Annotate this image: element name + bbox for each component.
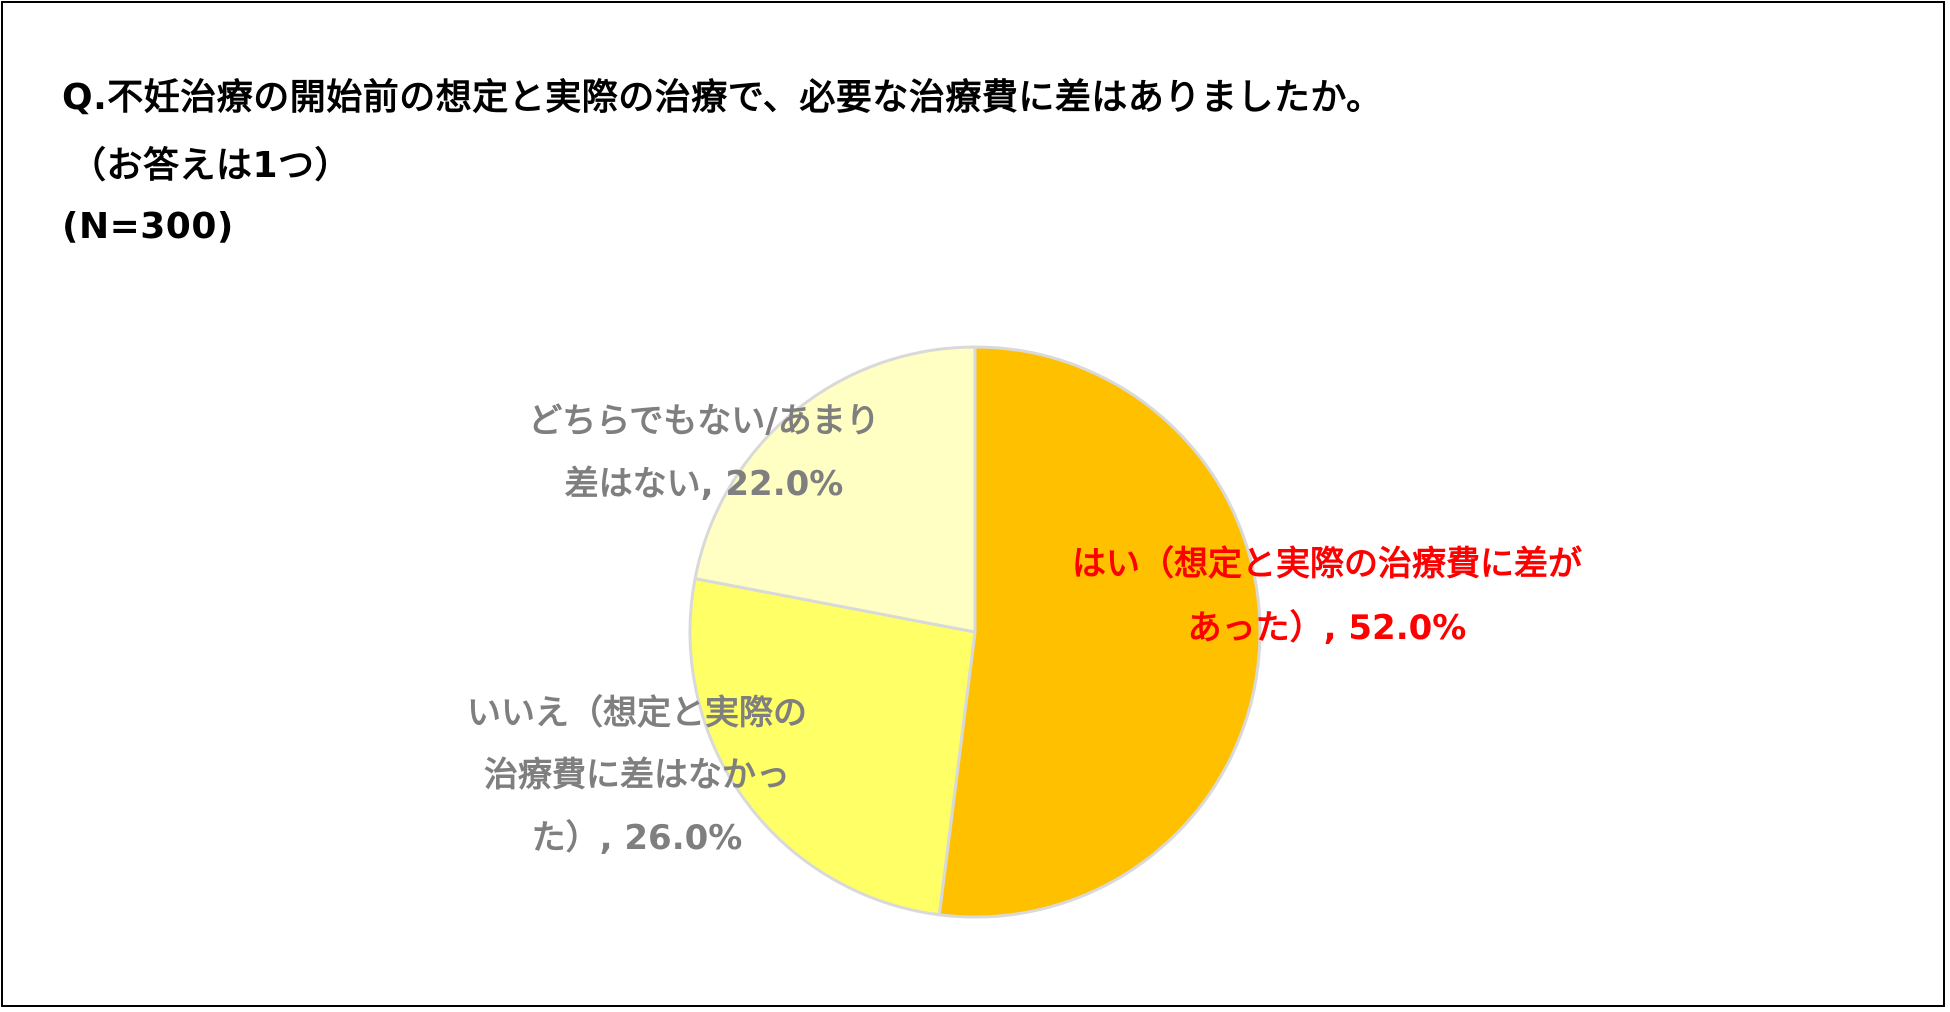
- slice-label-yes-line-1: はい（想定と実際の治療費に差が: [1072, 544, 1582, 584]
- slice-label-neither-line-1: どちらでもない/あまり: [528, 401, 880, 441]
- chart-title-question: Q.不妊治療の開始前の想定と実際の治療で、必要な治療費に差はありましたか。: [62, 77, 1383, 118]
- slice-label-no-line-3: た）, 26.0%: [531, 818, 743, 858]
- slice-label-no-line-1: いいえ（想定と実際の: [467, 693, 807, 733]
- slice-label-neither-line-2: 差はない, 22.0%: [564, 464, 844, 504]
- pie-slice-yes: [937, 345, 1262, 919]
- pie-slice-neither: [693, 345, 977, 634]
- chart-title-instruction: （お答えは1つ）: [70, 145, 352, 186]
- pie-slice-no: [688, 576, 977, 917]
- chart-title-sample-size: (N=300): [62, 206, 234, 247]
- slice-label-no-line-2: 治療費に差はなかっ: [484, 755, 790, 795]
- slice-label-yes-line-2: あった）, 52.0%: [1187, 608, 1467, 648]
